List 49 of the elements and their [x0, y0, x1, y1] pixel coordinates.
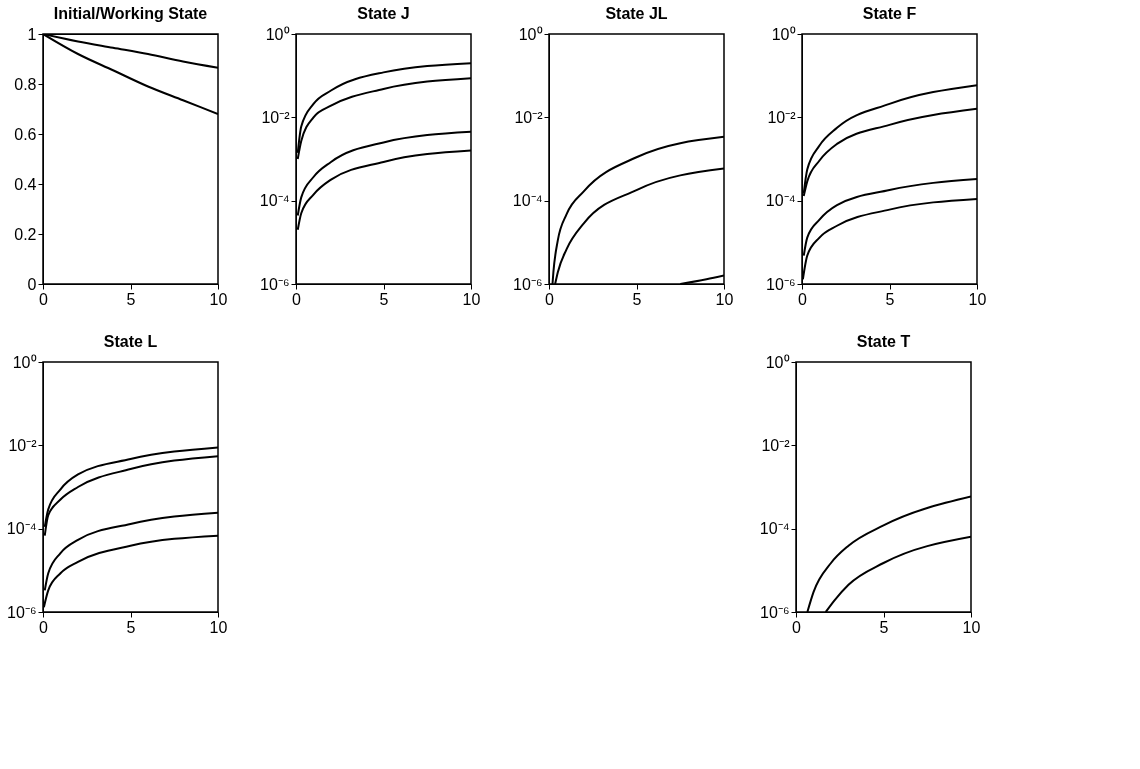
- chart-title: State JL: [605, 5, 668, 22]
- x-tick-label: 0: [39, 618, 49, 636]
- x-tick-label: 10: [962, 618, 981, 636]
- x-tick-label: 10: [209, 290, 228, 308]
- y-tick-label: 10⁰: [265, 25, 290, 43]
- y-tick-label: 10⁻²: [767, 108, 797, 126]
- x-tick-label: 10: [209, 618, 228, 636]
- x-tick-label: 5: [885, 290, 895, 308]
- x-tick-label: 0: [798, 290, 808, 308]
- y-tick-label: 10⁻²: [261, 108, 291, 126]
- y-tick-label: 0.6: [14, 125, 37, 143]
- x-tick-label: 10: [715, 290, 734, 308]
- y-tick-label: 10⁻⁴: [512, 192, 543, 210]
- y-tick-label: 10⁻⁴: [6, 520, 37, 538]
- y-tick-label: 10⁻⁶: [760, 603, 790, 621]
- y-tick-label: 10⁰: [771, 25, 796, 43]
- x-tick-label: 5: [879, 618, 889, 636]
- y-tick-label: 10⁻²: [514, 108, 544, 126]
- y-tick-label: 10⁰: [12, 353, 37, 371]
- y-tick-label: 0.8: [14, 75, 37, 93]
- chart-title: State F: [862, 5, 917, 22]
- chart-title: State J: [357, 5, 410, 22]
- y-tick-label: 10⁻²: [8, 436, 38, 454]
- x-tick-label: 10: [462, 290, 481, 308]
- y-tick-label: 10⁻⁶: [7, 603, 37, 621]
- x-tick-label: 5: [379, 290, 389, 308]
- y-tick-label: 10⁻⁶: [766, 275, 796, 293]
- y-tick-label: 0.4: [14, 175, 37, 193]
- chart-title: Initial/Working State: [53, 5, 208, 22]
- y-tick-label: 1: [27, 25, 37, 43]
- y-tick-label: 0.2: [14, 225, 37, 243]
- y-tick-label: 10⁻⁴: [759, 520, 790, 538]
- x-tick-label: 0: [39, 290, 49, 308]
- y-tick-label: 10⁰: [518, 25, 543, 43]
- y-tick-label: 10⁻⁶: [513, 275, 543, 293]
- y-tick-label: 10⁻⁴: [765, 192, 796, 210]
- x-tick-label: 0: [292, 290, 302, 308]
- y-tick-label: 10⁻⁶: [260, 275, 290, 293]
- chart-title: State L: [103, 333, 158, 350]
- x-tick-label: 5: [126, 618, 136, 636]
- x-tick-label: 5: [632, 290, 642, 308]
- x-tick-label: 5: [126, 290, 136, 308]
- y-tick-label: 0: [27, 275, 37, 293]
- chart-title: State T: [856, 333, 911, 350]
- y-tick-label: 10⁰: [765, 353, 790, 371]
- y-tick-label: 10⁻⁴: [259, 192, 290, 210]
- y-tick-label: 10⁻²: [761, 436, 791, 454]
- x-tick-label: 0: [545, 290, 555, 308]
- x-tick-label: 10: [968, 290, 987, 308]
